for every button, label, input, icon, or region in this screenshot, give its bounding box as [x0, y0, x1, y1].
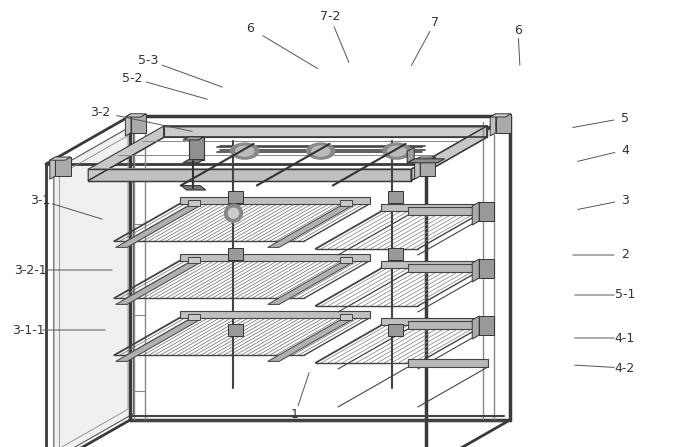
Polygon shape [479, 316, 494, 335]
Polygon shape [88, 169, 411, 181]
Polygon shape [180, 254, 370, 261]
Polygon shape [88, 126, 164, 181]
Polygon shape [408, 207, 488, 215]
Polygon shape [125, 114, 146, 117]
Polygon shape [183, 160, 204, 163]
Polygon shape [407, 148, 414, 163]
Polygon shape [381, 261, 484, 268]
Text: 5-3: 5-3 [138, 54, 158, 67]
Text: 7: 7 [431, 16, 439, 29]
Text: 4: 4 [621, 143, 629, 156]
Polygon shape [268, 263, 352, 304]
Polygon shape [116, 320, 200, 362]
Polygon shape [55, 157, 71, 176]
Polygon shape [50, 157, 55, 179]
Text: 6: 6 [514, 24, 522, 37]
Polygon shape [188, 257, 200, 263]
Text: 4-1: 4-1 [615, 332, 635, 345]
Polygon shape [183, 137, 204, 140]
Polygon shape [415, 157, 435, 160]
Polygon shape [387, 324, 403, 336]
Circle shape [224, 204, 243, 222]
Text: 3-2-1: 3-2-1 [14, 263, 46, 277]
Polygon shape [125, 114, 131, 136]
Ellipse shape [383, 143, 411, 159]
Polygon shape [54, 125, 134, 447]
Polygon shape [116, 206, 200, 247]
Polygon shape [408, 321, 488, 329]
Polygon shape [228, 248, 243, 260]
Polygon shape [472, 259, 479, 282]
Ellipse shape [236, 146, 254, 156]
Text: 3: 3 [621, 194, 629, 207]
Polygon shape [116, 263, 200, 304]
Ellipse shape [307, 143, 335, 159]
Polygon shape [188, 200, 200, 206]
Text: 1: 1 [291, 409, 299, 422]
Polygon shape [181, 186, 206, 190]
Text: 3-2: 3-2 [90, 105, 110, 118]
Polygon shape [228, 191, 243, 202]
Text: 3-1-1: 3-1-1 [12, 324, 44, 337]
Polygon shape [50, 157, 71, 160]
Polygon shape [340, 257, 352, 263]
Polygon shape [490, 114, 496, 136]
Polygon shape [472, 202, 479, 225]
Text: 4-2: 4-2 [615, 362, 635, 375]
Polygon shape [407, 159, 445, 163]
Polygon shape [268, 320, 352, 362]
Polygon shape [189, 137, 204, 160]
Polygon shape [381, 318, 484, 325]
Polygon shape [188, 314, 200, 320]
Text: 5: 5 [621, 111, 629, 125]
Circle shape [228, 208, 239, 218]
Text: 2: 2 [621, 249, 629, 261]
Ellipse shape [388, 146, 406, 156]
Polygon shape [411, 126, 487, 181]
Polygon shape [496, 114, 511, 133]
Polygon shape [479, 202, 494, 221]
Polygon shape [228, 324, 243, 336]
Ellipse shape [312, 146, 330, 156]
Ellipse shape [231, 143, 258, 159]
Polygon shape [479, 259, 494, 278]
Polygon shape [180, 311, 370, 318]
Text: 5-2: 5-2 [122, 72, 142, 84]
Polygon shape [340, 314, 352, 320]
Polygon shape [131, 114, 146, 133]
Polygon shape [420, 157, 435, 176]
Polygon shape [408, 264, 488, 272]
Polygon shape [381, 204, 484, 211]
Polygon shape [268, 206, 352, 247]
Polygon shape [340, 200, 352, 206]
Text: 6: 6 [246, 21, 254, 34]
Text: 3-1: 3-1 [30, 194, 50, 207]
Polygon shape [387, 191, 403, 202]
Polygon shape [472, 316, 479, 339]
Polygon shape [415, 157, 420, 179]
Polygon shape [408, 359, 488, 367]
Polygon shape [387, 248, 403, 260]
Polygon shape [490, 114, 511, 117]
Polygon shape [164, 126, 487, 137]
Text: 5-1: 5-1 [614, 288, 635, 301]
Text: 7-2: 7-2 [320, 10, 340, 24]
Polygon shape [180, 197, 370, 203]
